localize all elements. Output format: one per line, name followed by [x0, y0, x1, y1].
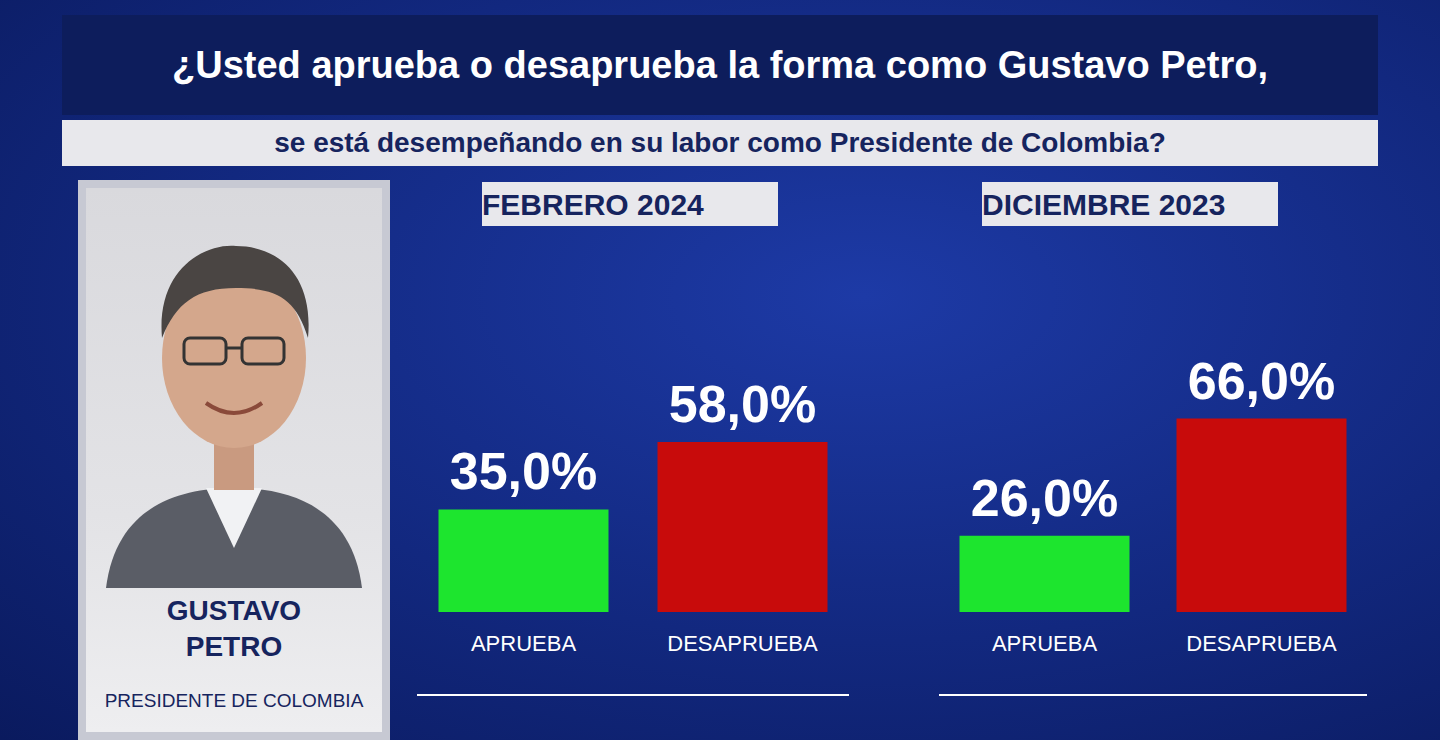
- html-text:¿Usted aprueba o desaprueba la: ¿Usted aprueba o desaprueba la forma com…: [172, 43, 1268, 86]
- svg-text:35,0%: 35,0%: [450, 442, 597, 500]
- html-text:PRESIDENTE DE COLOMBIA: PRESIDENTE DE COLOMBIA: [104, 690, 364, 711]
- svg-text:66,0%: 66,0%: [1188, 352, 1335, 410]
- svg-text:58,0%: 58,0%: [669, 375, 816, 433]
- svg-text:26,0%: 26,0%: [971, 469, 1118, 527]
- svg-text:DESAPRUEBA: DESAPRUEBA: [1186, 631, 1337, 656]
- html-text:PETRO: PETRO: [185, 631, 283, 662]
- html-text:se está desempeñando en su lab: se está desempeñando en su labor como Pr…: [274, 127, 1166, 158]
- html-text:GUSTAVO: GUSTAVO: [166, 595, 302, 626]
- svg-text:DESAPRUEBA: DESAPRUEBA: [667, 631, 818, 656]
- svg-text:DICIEMBRE 2023: DICIEMBRE 2023: [982, 188, 1225, 221]
- svg-text:APRUEBA: APRUEBA: [471, 631, 576, 656]
- svg-text:APRUEBA: APRUEBA: [992, 631, 1097, 656]
- svg-text:FEBRERO 2024: FEBRERO 2024: [482, 188, 704, 221]
